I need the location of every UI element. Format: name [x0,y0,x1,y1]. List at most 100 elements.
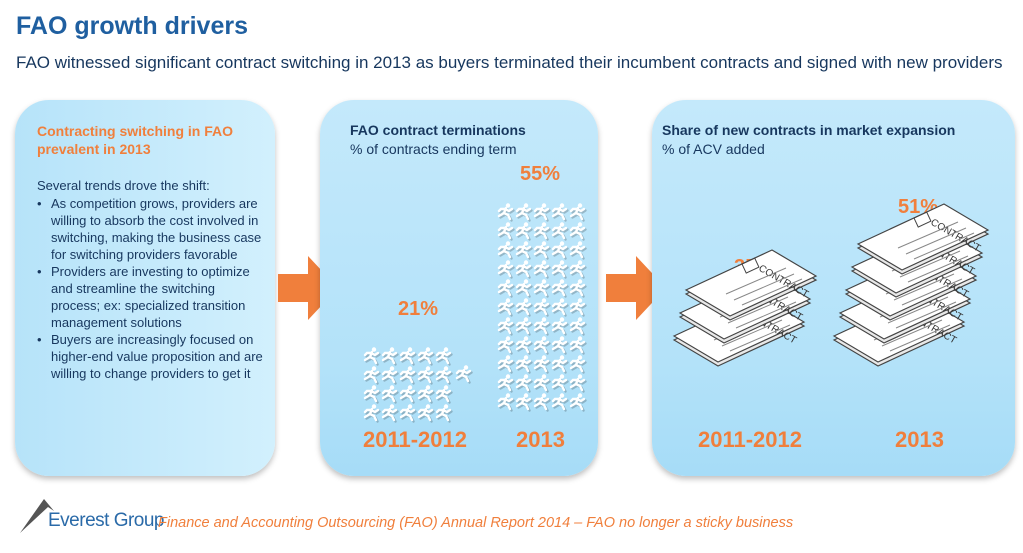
running-person-icon [551,336,569,355]
running-person-icon [381,347,399,366]
running-person-icon [399,347,417,366]
driver-bullet: As competition grows, providers are will… [37,195,265,263]
arrow-right-icon [606,256,666,320]
category-label: 2013 [895,427,944,452]
running-person-icon [399,404,417,423]
running-person-icon [399,385,417,404]
running-person-icon [417,385,435,404]
running-person-icon [435,385,453,404]
running-person-icon [533,203,551,222]
running-person-icon [551,260,569,279]
pictogram-contracts: CONTRACTCONTRACTCONTRACTCONTRACTCONTRACT… [672,203,990,367]
running-person-icon [569,336,587,355]
brand-name: Everest Group [48,510,165,531]
running-person-icon [363,404,381,423]
running-person-icon [569,241,587,260]
data-label: 55% [520,163,561,185]
running-person-icon [533,241,551,260]
running-person-icon [569,298,587,317]
running-person-icon [569,317,587,336]
running-person-icon [533,393,551,412]
running-person-icon [569,374,587,393]
running-person-icon [497,279,515,298]
running-person-icon [497,222,515,241]
running-person-icon [551,241,569,260]
running-person-icon [551,317,569,336]
running-person-icon [569,393,587,412]
running-person-icon [551,355,569,374]
running-person-icon [435,366,453,385]
running-person-icon [497,241,515,260]
running-person-icon [515,374,533,393]
running-person-icon [497,336,515,355]
drivers-panel: Contracting switching in FAO prevalent i… [15,100,275,476]
running-person-icon [551,203,569,222]
running-person-icon [497,393,515,412]
running-person-icon [399,366,417,385]
category-label: 2011-2012 [363,427,467,452]
running-person-icon [569,355,587,374]
running-person-icon [533,317,551,336]
running-person-icon [515,222,533,241]
running-person-icon [497,374,515,393]
running-person-icon [497,355,515,374]
category-label: 2013 [516,427,565,452]
category-label: 2011-2012 [698,427,802,452]
running-person-icon [569,279,587,298]
running-person-icon [381,366,399,385]
everest-logo-icon [20,499,54,533]
contract-document-icon: CONTRACT [684,249,818,321]
running-person-icon [455,365,473,384]
running-person-icon [569,203,587,222]
terminations-panel: FAO contract terminations % of contracts… [320,100,598,476]
running-person-icon [363,385,381,404]
running-person-icon [533,336,551,355]
driver-bullet: Providers are investing to optimize and … [37,263,265,331]
running-person-icon [515,336,533,355]
running-person-icon [533,279,551,298]
running-person-icon [569,260,587,279]
running-person-icon [381,404,399,423]
running-person-icon [497,260,515,279]
running-person-icon [435,404,453,423]
running-person-icon [533,298,551,317]
contract-document-icon: CONTRACT [856,203,990,275]
page-subtitle: FAO witnessed significant contract switc… [16,53,1003,72]
running-person-icon [515,241,533,260]
chart-title: FAO contract terminations [350,122,526,138]
running-person-icon [363,366,381,385]
running-person-icon [533,374,551,393]
running-person-icon [515,393,533,412]
running-person-icon [515,298,533,317]
running-person-icon [551,222,569,241]
chart-title: Share of new contracts in market expansi… [662,122,956,138]
running-person-icon [497,298,515,317]
running-person-icon [551,279,569,298]
chart-subtitle: % of ACV added [662,141,765,157]
driver-bullet: Buyers are increasingly focused on highe… [37,331,265,382]
running-person-icon [417,366,435,385]
running-person-icon [551,374,569,393]
drivers-list: As competition grows, providers are will… [37,195,265,382]
running-person-icon [515,203,533,222]
running-person-icon [533,355,551,374]
running-person-icon [569,222,587,241]
running-person-icon [515,260,533,279]
running-person-icon [417,347,435,366]
running-person-icon [363,347,381,366]
data-label: 21% [398,298,439,320]
running-person-icon [497,317,515,336]
running-person-icon [533,222,551,241]
running-person-icon [515,279,533,298]
running-person-icon [417,404,435,423]
running-person-icon [435,347,453,366]
running-person-icon [551,298,569,317]
pictogram-runners [363,203,587,423]
running-person-icon [533,260,551,279]
drivers-heading: Contracting switching in FAO prevalent i… [37,123,233,157]
running-person-icon [515,355,533,374]
running-person-icon [551,393,569,412]
drivers-intro: Several trends drove the shift: [37,178,210,193]
running-person-icon [515,317,533,336]
chart-subtitle: % of contracts ending term [350,141,517,157]
